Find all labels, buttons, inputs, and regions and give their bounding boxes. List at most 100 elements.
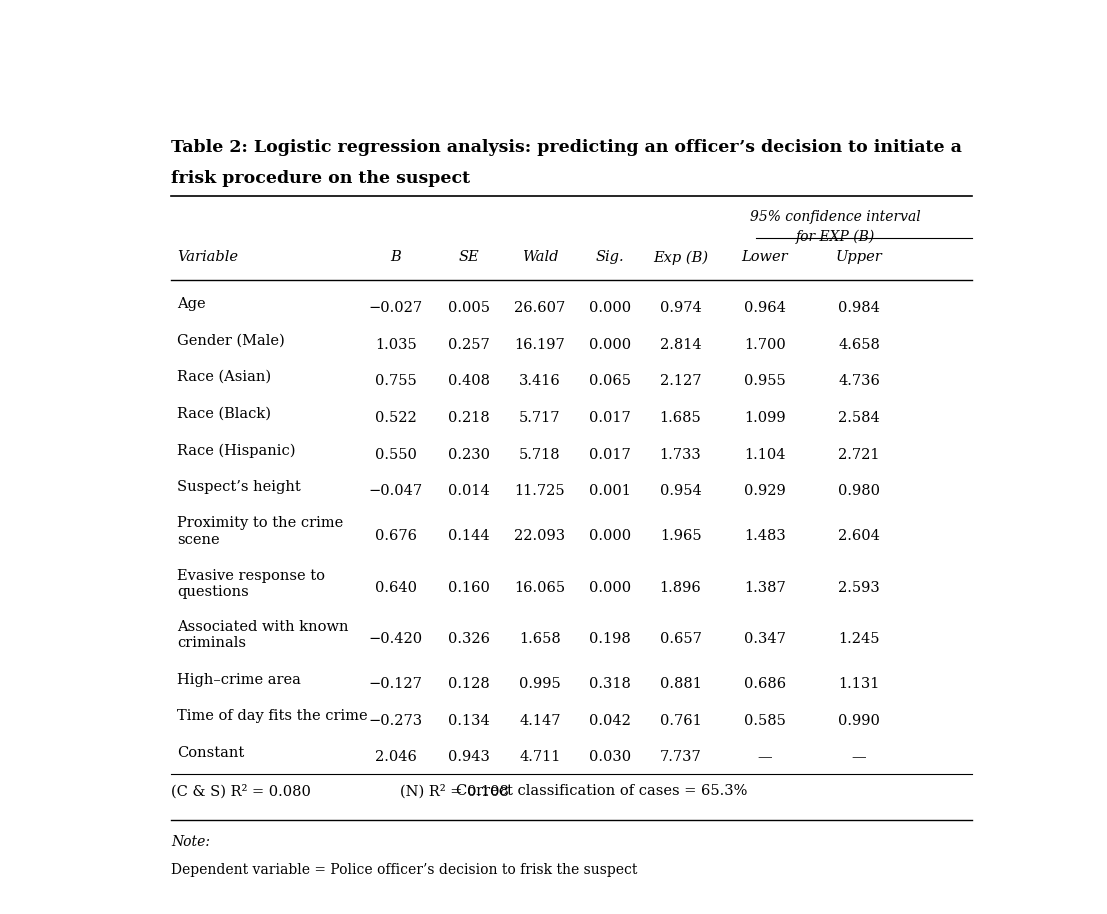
Text: frisk procedure on the suspect: frisk procedure on the suspect [170, 170, 470, 187]
Text: Time of day fits the crime: Time of day fits the crime [177, 709, 368, 723]
Text: 0.014: 0.014 [448, 484, 489, 498]
Text: 0.955: 0.955 [744, 375, 786, 388]
Text: 0.065: 0.065 [589, 375, 631, 388]
Text: 0.160: 0.160 [447, 580, 489, 594]
Text: 0.030: 0.030 [589, 750, 631, 764]
Text: 0.550: 0.550 [375, 448, 416, 462]
Text: Race (Asian): Race (Asian) [177, 370, 271, 384]
Text: 4.658: 4.658 [838, 338, 880, 352]
Text: 0.980: 0.980 [838, 484, 880, 498]
Text: 2.127: 2.127 [660, 375, 702, 388]
Text: (N) R² = 0.108: (N) R² = 0.108 [400, 784, 509, 798]
Text: B: B [391, 250, 401, 264]
Text: Proximity to the crime
scene: Proximity to the crime scene [177, 516, 343, 547]
Text: 2.593: 2.593 [838, 580, 880, 594]
Text: 0.000: 0.000 [589, 580, 631, 594]
Text: 1.104: 1.104 [744, 448, 785, 462]
Text: 3.416: 3.416 [519, 375, 561, 388]
Text: Dependent variable = Police officer’s decision to frisk the suspect: Dependent variable = Police officer’s de… [170, 863, 638, 877]
Text: 4.736: 4.736 [838, 375, 880, 388]
Text: Variable: Variable [177, 250, 238, 264]
Text: 0.990: 0.990 [838, 714, 880, 728]
Text: Table 2: Logistic regression analysis: predicting an officer’s decision to initi: Table 2: Logistic regression analysis: p… [170, 139, 962, 156]
Text: 95% confidence interval
for EXP (B): 95% confidence interval for EXP (B) [751, 209, 921, 244]
Text: 11.725: 11.725 [515, 484, 566, 498]
Text: SE: SE [458, 250, 479, 264]
Text: 0.017: 0.017 [589, 448, 631, 462]
Text: Note:: Note: [170, 834, 210, 848]
Text: Upper: Upper [836, 250, 882, 264]
Text: 0.042: 0.042 [589, 714, 631, 728]
Text: 0.974: 0.974 [660, 301, 702, 315]
Text: 0.198: 0.198 [589, 632, 631, 646]
Text: 0.000: 0.000 [589, 338, 631, 352]
Text: 0.943: 0.943 [447, 750, 489, 764]
Text: −0.420: −0.420 [369, 632, 423, 646]
Text: 1.965: 1.965 [660, 529, 702, 543]
Text: −0.273: −0.273 [369, 714, 423, 728]
Text: 5.718: 5.718 [519, 448, 561, 462]
Text: 0.522: 0.522 [375, 411, 416, 425]
Text: Correct classification of cases = 65.3%: Correct classification of cases = 65.3% [456, 784, 747, 798]
Text: 0.964: 0.964 [744, 301, 786, 315]
Text: 4.711: 4.711 [519, 750, 560, 764]
Text: 0.995: 0.995 [519, 677, 561, 691]
Text: 0.755: 0.755 [375, 375, 416, 388]
Text: 0.408: 0.408 [447, 375, 489, 388]
Text: 2.604: 2.604 [838, 529, 880, 543]
Text: 1.131: 1.131 [838, 677, 880, 691]
Text: Race (Black): Race (Black) [177, 407, 271, 420]
Text: Evasive response to
questions: Evasive response to questions [177, 569, 325, 600]
Text: 26.607: 26.607 [515, 301, 566, 315]
Text: 0.984: 0.984 [838, 301, 880, 315]
Text: 0.929: 0.929 [744, 484, 786, 498]
Text: 0.657: 0.657 [660, 632, 702, 646]
Text: 0.881: 0.881 [660, 677, 702, 691]
Text: 1.685: 1.685 [660, 411, 702, 425]
Text: (C & S) R² = 0.080: (C & S) R² = 0.080 [170, 784, 311, 798]
Text: 1.387: 1.387 [744, 580, 786, 594]
Text: 1.099: 1.099 [744, 411, 786, 425]
Text: 0.230: 0.230 [447, 448, 489, 462]
Text: 1.700: 1.700 [744, 338, 786, 352]
Text: 0.257: 0.257 [448, 338, 489, 352]
Text: 0.005: 0.005 [447, 301, 489, 315]
Text: 0.585: 0.585 [744, 714, 786, 728]
Text: Constant: Constant [177, 746, 245, 760]
Text: 0.326: 0.326 [447, 632, 489, 646]
Text: —: — [851, 750, 867, 764]
Text: 1.483: 1.483 [744, 529, 786, 543]
Text: Lower: Lower [742, 250, 788, 264]
Text: 0.000: 0.000 [589, 301, 631, 315]
Text: 0.347: 0.347 [744, 632, 786, 646]
Text: 0.761: 0.761 [660, 714, 702, 728]
Text: Exp (B): Exp (B) [653, 250, 708, 265]
Text: 0.676: 0.676 [375, 529, 416, 543]
Text: 2.046: 2.046 [375, 750, 416, 764]
Text: Gender (Male): Gender (Male) [177, 334, 284, 347]
Text: 0.954: 0.954 [660, 484, 702, 498]
Text: 2.584: 2.584 [838, 411, 880, 425]
Text: 4.147: 4.147 [519, 714, 560, 728]
Text: Wald: Wald [521, 250, 558, 264]
Text: Associated with known
criminals: Associated with known criminals [177, 620, 349, 650]
Text: 1.733: 1.733 [660, 448, 702, 462]
Text: −0.047: −0.047 [369, 484, 423, 498]
Text: 2.814: 2.814 [660, 338, 702, 352]
Text: 7.737: 7.737 [660, 750, 702, 764]
Text: 1.035: 1.035 [375, 338, 416, 352]
Text: 0.017: 0.017 [589, 411, 631, 425]
Text: 0.144: 0.144 [448, 529, 489, 543]
Text: −0.027: −0.027 [369, 301, 423, 315]
Text: 16.197: 16.197 [515, 338, 566, 352]
Text: 0.218: 0.218 [448, 411, 489, 425]
Text: Age: Age [177, 297, 206, 311]
Text: 0.686: 0.686 [744, 677, 786, 691]
Text: 0.001: 0.001 [589, 484, 631, 498]
Text: 22.093: 22.093 [515, 529, 566, 543]
Text: Suspect’s height: Suspect’s height [177, 480, 301, 494]
Text: 0.134: 0.134 [448, 714, 489, 728]
Text: −0.127: −0.127 [369, 677, 423, 691]
Text: High–crime area: High–crime area [177, 673, 301, 686]
Text: 1.658: 1.658 [519, 632, 561, 646]
